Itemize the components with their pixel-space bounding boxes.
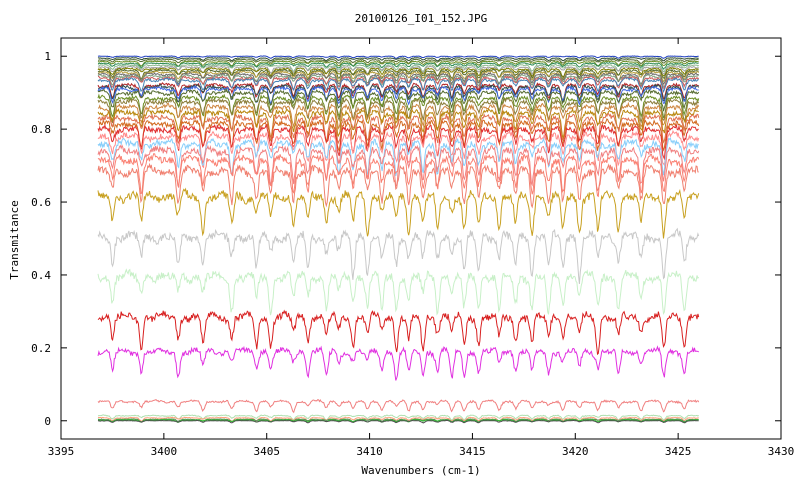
y-tick-label: 0 — [44, 415, 51, 428]
spectrum-series-line — [97, 70, 700, 83]
spectrum-series-line — [97, 65, 699, 76]
x-tick-label: 3430 — [768, 445, 795, 458]
spectrum-series-line — [97, 117, 700, 152]
spectrum-series-line — [97, 227, 700, 285]
spectrum-series-line — [97, 57, 699, 62]
spectrum-series-line — [97, 309, 700, 356]
spectrum-series-line — [97, 96, 700, 124]
spectrum-series-line — [97, 83, 700, 103]
spectrum-series-line — [97, 55, 699, 59]
spectrum-series-line — [97, 107, 699, 139]
y-tick-label: 0.6 — [31, 196, 51, 209]
y-tick-label: 0.4 — [31, 269, 51, 282]
x-axis-label: Wavenumbers (cm-1) — [361, 464, 480, 477]
spectrum-series-line — [97, 60, 699, 67]
spectrum-series-line — [97, 85, 699, 106]
y-tick-label: 1 — [44, 50, 51, 63]
y-tick-label: 0.2 — [31, 342, 51, 355]
y-tick-label: 0.8 — [31, 123, 51, 136]
x-tick-label: 3400 — [151, 445, 178, 458]
spectrum-series-line — [97, 187, 700, 239]
x-tick-label: 3405 — [253, 445, 280, 458]
spectrum-series-line — [97, 71, 699, 86]
plot-frame — [60, 37, 782, 440]
spectrum-series-line — [97, 76, 699, 94]
spectrum-series-line — [97, 123, 699, 161]
spectrum-series-line — [97, 73, 699, 89]
spectrum-series-line — [97, 66, 699, 78]
spectrum-series-line — [98, 75, 700, 91]
spectrum-series-line — [97, 162, 699, 209]
spectrum-series-line — [97, 88, 700, 113]
x-tick-label: 3420 — [562, 445, 589, 458]
spectrum-series-line — [97, 101, 700, 132]
spectrum-series-line — [97, 414, 700, 421]
x-tick-label: 3395 — [48, 445, 75, 458]
spectrum-series-line — [97, 152, 700, 198]
spectrum-series-line — [97, 345, 699, 381]
spectrum-series-line — [97, 62, 699, 70]
x-tick-label: 3410 — [356, 445, 383, 458]
chart-title: 20100126_I01_152.JPG — [355, 12, 487, 25]
x-tick-label: 3425 — [665, 445, 692, 458]
x-tick-label: 3415 — [459, 445, 486, 458]
spectrum-series-line — [97, 268, 700, 316]
spectrum-series-line — [97, 398, 700, 414]
spectrum-series-line — [97, 419, 699, 424]
spectrum-series-line — [97, 112, 700, 145]
y-axis-label: Transmitance — [8, 200, 21, 279]
x-axis-ticks: 3395 3400 3405 3410 3415 3420 3425 3430 — [48, 38, 795, 458]
spectrum-series-line — [97, 58, 699, 65]
spectrum-series-line — [97, 419, 699, 424]
spectrum-series-line — [97, 129, 700, 169]
y-axis-ticks: 0 0.2 0.4 0.6 0.8 1 — [31, 50, 781, 428]
spectrum-series — [97, 55, 700, 424]
